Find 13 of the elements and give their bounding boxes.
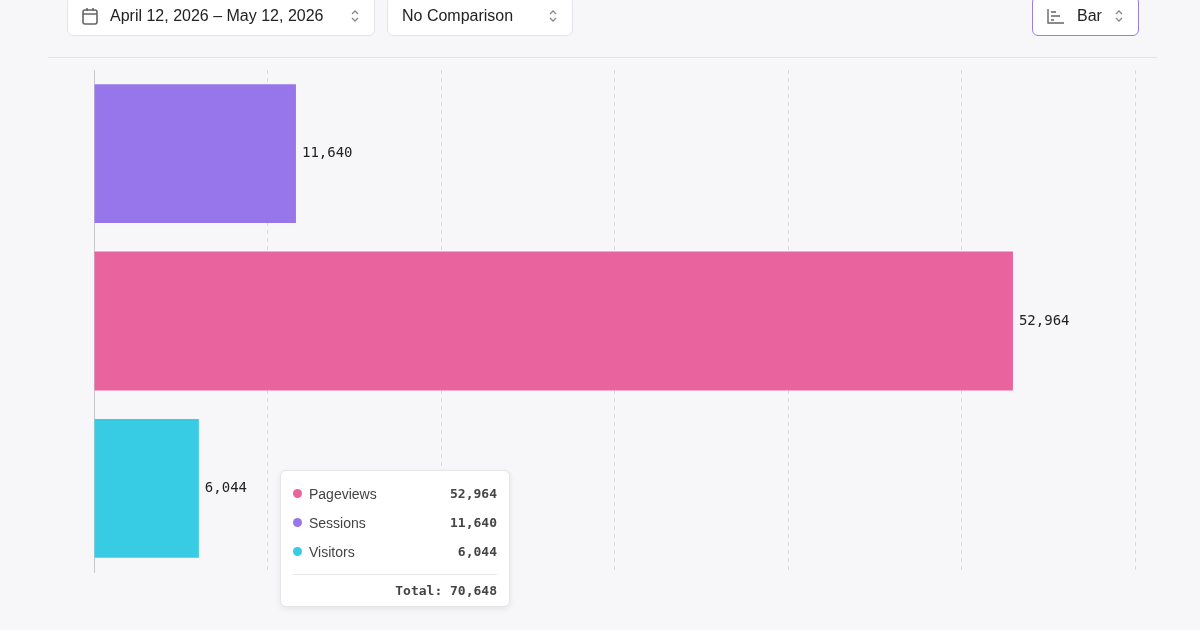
data-label: 11,640 <box>301 144 353 161</box>
data-label: 6,044 <box>204 478 248 495</box>
text: 52,964 <box>450 486 497 501</box>
text: 11,640 <box>450 515 497 530</box>
text: Bar <box>1077 7 1102 25</box>
legend-label: Pageviews <box>309 485 378 502</box>
legend-label: Sessions <box>309 514 367 531</box>
text: No Comparison <box>402 7 515 25</box>
text: 6,044 <box>457 544 497 559</box>
text: April 12, 2026 – May 12, 2026 <box>110 7 325 25</box>
data-label: 52,964 <box>1018 311 1070 328</box>
text: Total: 70,648 <box>293 574 497 598</box>
legend-label: Visitors <box>309 543 356 560</box>
